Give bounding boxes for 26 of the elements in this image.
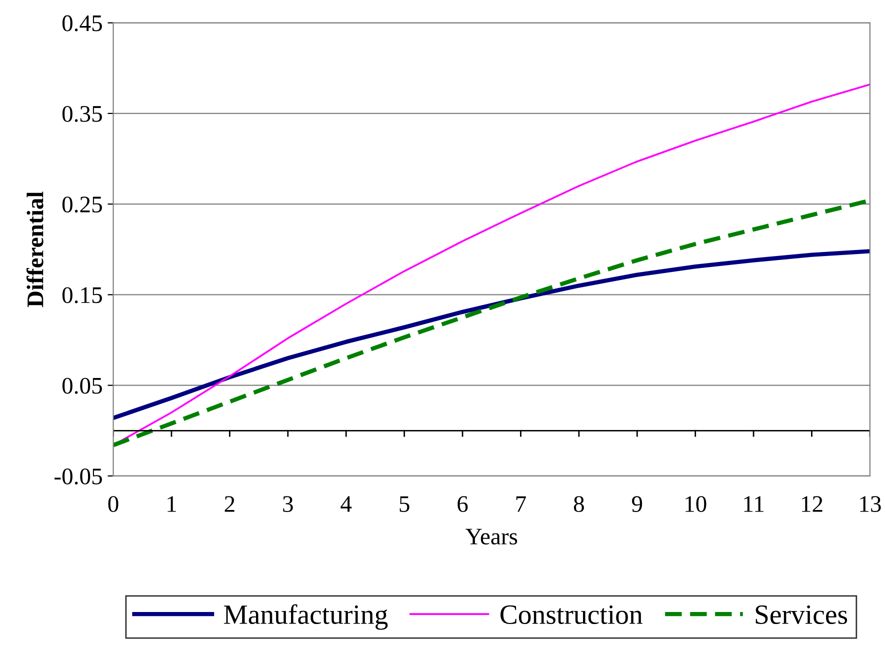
- x-tick-label: 0: [108, 496, 118, 512]
- x-tick-label: 4: [340, 496, 352, 512]
- legend-label: Services: [756, 605, 848, 624]
- x-tick-label: 5: [400, 496, 410, 512]
- y-tick-label: 0.45: [62, 15, 102, 32]
- x-tick-label: 7: [516, 496, 526, 512]
- x-tick-label: 12: [802, 496, 822, 512]
- y-axis-title: Differential: [26, 192, 44, 308]
- x-tick-label: 3: [283, 496, 293, 512]
- x-tick-label: 2: [224, 496, 234, 512]
- y-tick-label: 0.05: [62, 378, 102, 394]
- x-tick-label: 13: [860, 496, 881, 512]
- line-series: [113, 249, 870, 420]
- y-tick-label: 0.25: [62, 196, 102, 213]
- y-tick-label: 0.35: [62, 106, 102, 122]
- legend-label: Construction: [500, 605, 642, 624]
- x-tick-label: 9: [632, 496, 642, 512]
- y-tick-label: 0.15: [62, 287, 102, 304]
- y-tick-label: -0.05: [54, 468, 102, 484]
- legend-label: Manufacturing: [224, 604, 388, 630]
- x-tick-label: 1: [168, 496, 176, 512]
- x-tick-label: 6: [458, 496, 468, 512]
- x-tick-label: 8: [574, 496, 584, 512]
- x-axis-title: Years: [466, 528, 518, 545]
- x-tick-label: 11: [744, 496, 764, 512]
- x-tick-label: 10: [686, 496, 706, 512]
